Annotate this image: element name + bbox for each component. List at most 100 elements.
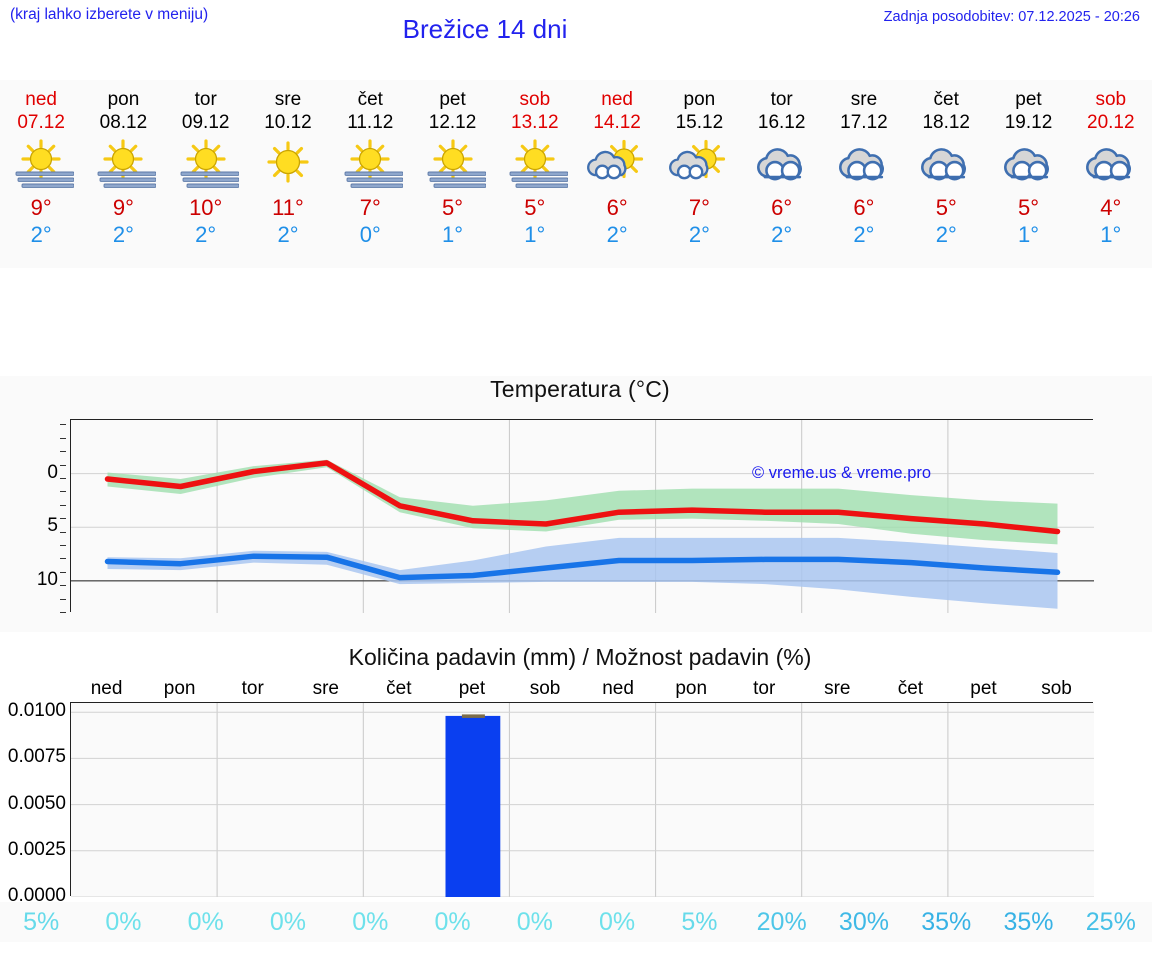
precipitation-day-label: tor [753, 678, 776, 699]
day-date: 19.12 [1004, 112, 1053, 133]
precipitation-probability: 20% [756, 908, 807, 936]
day-max-temp: 11° [272, 195, 304, 220]
day-date: 16.12 [757, 112, 806, 133]
sun-cloud-icon [584, 138, 650, 188]
day-max-temp: 5° [1017, 195, 1040, 220]
precipitation-probability: 5% [23, 908, 60, 936]
day-of-week: sre [850, 89, 878, 110]
precipitation-day-label: čet [386, 678, 412, 699]
day-min-temp: 2° [606, 222, 628, 247]
day-date: 07.12 [17, 112, 65, 133]
temperature-y-tick: 5 [47, 515, 58, 537]
day-of-week: pet [1015, 89, 1042, 110]
day-min-temp: 1° [442, 222, 464, 247]
daily-forecast-strip: ned 07.12 9° 2° pon 08.12 9° 2° tor 09.12 10° 2° sre… [0, 80, 1152, 268]
day-max-temp: 7° [688, 195, 710, 220]
precipitation-probability: 0% [269, 908, 307, 936]
day-column[interactable]: sre 10.12 11° 2° [247, 80, 329, 268]
precipitation-probability: 5% [681, 908, 718, 936]
cloud-icon [831, 138, 897, 188]
day-min-temp: 2° [935, 222, 957, 247]
precipitation-probability: 35% [1003, 908, 1054, 936]
precipitation-probability: 0% [187, 908, 224, 936]
day-of-week: ned [25, 89, 57, 110]
day-min-temp: 1° [1017, 222, 1040, 247]
day-column[interactable]: pet 12.12 5° 1° [411, 80, 493, 268]
day-date: 18.12 [922, 112, 970, 133]
day-min-temp: 1° [524, 222, 546, 247]
precipitation-probability: 0% [352, 908, 389, 936]
day-column[interactable]: pon 08.12 9° 2° [82, 80, 164, 268]
precipitation-day-labels: ned pon tor sre čet pet sob ned pon tor sre čet pet s… [70, 678, 1093, 702]
day-date: 08.12 [99, 112, 148, 133]
day-column[interactable]: ned 07.12 9° 2° [0, 80, 82, 268]
temperature-y-axis: 10 5 0 [0, 419, 66, 613]
cloud-icon [1078, 138, 1144, 188]
day-column[interactable]: sre 17.12 6° 2° [823, 80, 905, 268]
menu-hint: (kraj lahko izberete v meniju) [10, 6, 209, 23]
day-max-temp: 5° [524, 195, 546, 220]
precipitation-day-label: sre [312, 678, 339, 699]
day-max-temp: 5° [442, 195, 464, 220]
day-date: 09.12 [181, 112, 230, 133]
day-column[interactable]: sob 20.12 4° 1° [1070, 80, 1152, 268]
day-max-temp: 9° [30, 195, 52, 220]
day-of-week: sre [274, 89, 302, 110]
day-max-temp: 9° [112, 195, 134, 220]
precipitation-plot-area [70, 702, 1094, 897]
day-column[interactable]: sob 13.12 5° 1° [494, 80, 576, 268]
day-min-temp: 2° [688, 222, 710, 247]
sun-haze-icon [90, 138, 157, 188]
precipitation-day-label: sob [1041, 678, 1072, 699]
sun-haze-icon [337, 138, 404, 188]
day-date: 12.12 [428, 112, 477, 133]
precipitation-day-label: ned [90, 678, 123, 699]
day-date: 17.12 [840, 112, 888, 133]
temperature-y-tick: 0 [47, 461, 58, 483]
page-header: (kraj lahko izberete v meniju) Brežice 1… [0, 0, 1152, 78]
temperature-chart-svg [71, 420, 1094, 613]
day-min-temp: 2° [30, 222, 52, 247]
day-column[interactable]: čet 18.12 5° 2° [905, 80, 987, 268]
day-column[interactable]: ned 14.12 6° 2° [576, 80, 658, 268]
day-of-week: sob [1095, 89, 1127, 110]
precipitation-day-label: čet [897, 678, 924, 699]
sun-icon [255, 138, 321, 188]
day-column[interactable]: tor 09.12 10° 2° [165, 80, 247, 268]
day-min-temp: 1° [1100, 222, 1122, 247]
precipitation-day-label: pon [675, 678, 708, 699]
day-column[interactable]: tor 16.12 6° 2° [741, 80, 823, 268]
day-column[interactable]: pon 15.12 7° 2° [658, 80, 740, 268]
precipitation-probability: 30% [838, 908, 889, 936]
day-date: 20.12 [1087, 112, 1135, 133]
precipitation-probability-row: 5% 0% 0% 0% 0% 0% 0% 0% 5% 20% 30% 35% 35% 25% [0, 902, 1152, 942]
temperature-chart-title: Temperatura (°C) [490, 376, 670, 402]
precipitation-day-label: tor [241, 678, 264, 699]
precipitation-day-label: sre [824, 678, 851, 699]
temperature-plot-area [70, 419, 1094, 613]
day-date: 13.12 [511, 112, 559, 133]
precipitation-y-tick: 0.0000 [7, 885, 66, 906]
precipitation-probability: 25% [1085, 908, 1136, 936]
day-column[interactable]: čet 11.12 7° 0° [329, 80, 411, 268]
precipitation-day-label: pet [970, 678, 997, 699]
day-of-week: ned [601, 89, 633, 110]
temperature-panel: Temperatura (°C) 10 5 0 © vreme.us & vreme… [0, 376, 1152, 632]
day-date: 15.12 [675, 112, 724, 133]
precipitation-y-tick: 0.0050 [7, 792, 66, 814]
day-min-temp: 0° [359, 222, 381, 247]
day-max-temp: 10° [189, 195, 223, 220]
day-of-week: čet [357, 89, 383, 110]
precipitation-probability: 0% [599, 908, 636, 936]
precipitation-probability: 0% [516, 908, 553, 936]
precipitation-y-tick: 0.0100 [7, 700, 66, 722]
page-title: Brežice 14 dni [402, 14, 568, 44]
day-max-temp: 6° [606, 195, 628, 220]
day-min-temp: 2° [112, 222, 134, 247]
day-max-temp: 5° [935, 195, 957, 220]
day-of-week: pon [107, 89, 140, 110]
day-column[interactable]: pet 19.12 5° 1° [987, 80, 1069, 268]
day-of-week: tor [770, 89, 793, 110]
precipitation-probability: 0% [434, 908, 471, 936]
